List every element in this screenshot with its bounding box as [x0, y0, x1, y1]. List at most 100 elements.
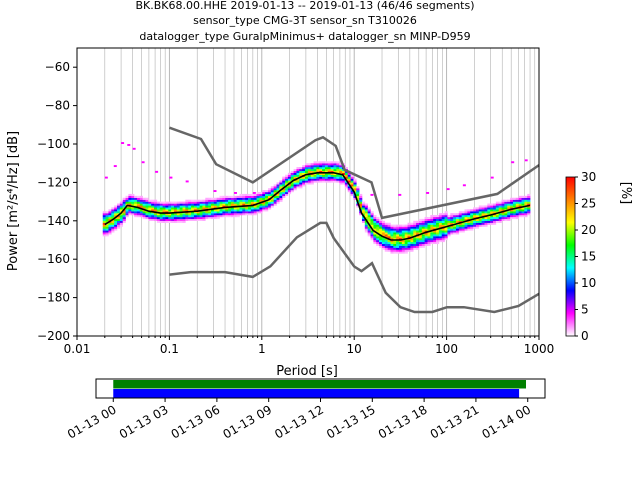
ppsd-cell: [467, 215, 471, 218]
ppsd-cell: [142, 211, 146, 214]
ppsd-cell: [230, 201, 235, 204]
ppsd-cell: [128, 213, 132, 216]
ppsd-cell: [455, 218, 460, 221]
ppsd-cell: [125, 195, 129, 198]
ppsd-cell: [410, 238, 414, 241]
colorbar-tick-label: 0: [581, 329, 589, 343]
ppsd-cell: [265, 203, 269, 206]
ppsd-cell: [444, 216, 448, 220]
ppsd-cell: [253, 207, 257, 210]
ppsd-cell: [131, 203, 135, 206]
ppsd-cell: [182, 215, 186, 218]
ppsd-cell: [330, 170, 334, 173]
ppsd-cell: [131, 211, 135, 214]
ppsd-cell: [225, 201, 229, 204]
ppsd-cell: [299, 186, 303, 189]
ppsd-cell: [142, 203, 146, 206]
ppsd-cell: [387, 241, 391, 245]
ppsd-cell: [302, 167, 306, 170]
ppsd-cell: [165, 201, 169, 204]
ppsd-cell: [518, 203, 522, 206]
ppsd-cell: [353, 195, 357, 198]
ppsd-cell: [168, 220, 172, 223]
ppsd-cell: [421, 224, 425, 227]
ppsd-cell: [105, 234, 109, 237]
ppsd-cell: [373, 222, 377, 225]
ppsd-cell: [111, 207, 115, 210]
ppsd-cell: [424, 218, 428, 221]
ppsd-cell: [367, 234, 371, 237]
ppsd-cell: [287, 180, 292, 183]
ppsd-outlier-cell: [524, 159, 528, 162]
ppsd-cell: [441, 220, 445, 223]
ppsd-cell: [470, 211, 474, 214]
ppsd-outlier-cell: [155, 170, 159, 173]
ppsd-cell: [125, 215, 129, 218]
ppsd-cell: [134, 197, 138, 200]
ppsd-outlier-cell: [169, 176, 173, 179]
ppsd-cell: [464, 222, 468, 225]
ppsd-cell: [199, 207, 203, 210]
ppsd-cell: [285, 174, 289, 177]
ppsd-cell: [253, 209, 257, 212]
ppsd-cell: [361, 211, 366, 214]
ppsd-cell: [128, 193, 132, 197]
ppsd-cell: [119, 216, 123, 220]
ppsd-cell: [430, 215, 434, 218]
ppsd-cell: [324, 180, 329, 183]
ppsd-cell: [387, 228, 391, 231]
ppsd-cell: [450, 215, 454, 218]
ppsd-cell: [108, 230, 112, 233]
ppsd-cell: [305, 174, 309, 177]
ppsd-cell: [430, 238, 434, 241]
ppsd-cell: [134, 201, 138, 204]
ppsd-cell: [438, 224, 443, 227]
ppsd-cell: [407, 228, 411, 231]
ppsd-cell: [401, 224, 406, 227]
ppsd-cell: [527, 209, 531, 212]
ppsd-cell: [464, 226, 468, 229]
ppsd-cell: [259, 199, 263, 202]
ppsd-cell: [436, 224, 440, 227]
ppsd-cell: [156, 207, 161, 210]
ppsd-cell: [285, 186, 289, 189]
ppsd-cell: [205, 211, 209, 214]
ppsd-cell: [193, 209, 198, 212]
ppsd-cell: [154, 203, 158, 206]
ppsd-cell: [262, 201, 266, 204]
ppsd-cell: [151, 213, 155, 216]
ppsd-cell: [498, 205, 502, 208]
ppsd-cell: [119, 220, 123, 223]
ppsd-cell: [222, 203, 226, 206]
ppsd-cell: [507, 218, 511, 221]
ppsd-cell: [228, 203, 232, 206]
ppsd-cell: [159, 213, 163, 216]
ppsd-cell: [490, 205, 494, 208]
ppsd-cell: [193, 218, 198, 221]
ppsd-cell: [387, 243, 391, 246]
ppsd-cell: [455, 226, 460, 229]
ppsd-cell: [208, 199, 212, 202]
ppsd-cell: [333, 161, 337, 164]
ppsd-cell: [216, 215, 220, 218]
ppsd-cell: [199, 216, 203, 220]
ppsd-cell: [487, 209, 491, 212]
ppsd-cell: [193, 205, 198, 208]
ppsd-cell: [376, 216, 380, 220]
ppsd-cell: [384, 234, 388, 237]
ppsd-cell: [233, 199, 237, 202]
ppsd-cell: [450, 213, 454, 216]
ppsd-cell: [191, 215, 195, 218]
noise-model-lower: [169, 221, 540, 314]
ppsd-cell: [273, 190, 277, 193]
ppsd-cell: [230, 197, 235, 200]
ppsd-cell: [436, 222, 440, 225]
ppsd-cell: [524, 213, 528, 216]
ppsd-cell: [253, 205, 257, 208]
ppsd-cell: [450, 220, 454, 223]
ppsd-cell: [444, 218, 448, 221]
ppsd-cell: [507, 213, 511, 216]
ppsd-cell: [262, 203, 266, 206]
ppsd-cell: [441, 215, 445, 218]
ppsd-cell: [256, 203, 260, 206]
